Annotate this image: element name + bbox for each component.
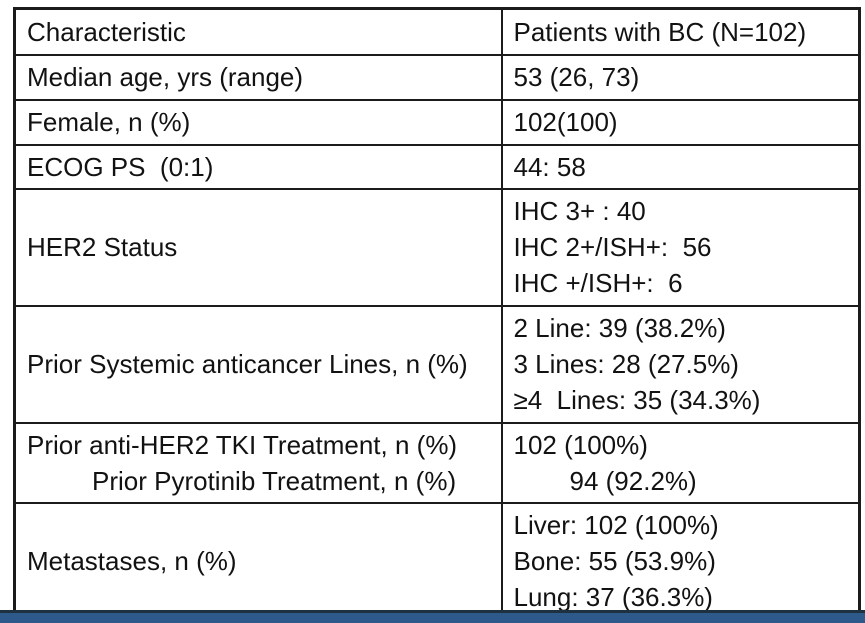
characteristic-label: Prior anti-HER2 TKI Treatment, n (%) <box>27 429 458 460</box>
value-text: 3 Lines: 28 (27.5%) <box>513 349 739 379</box>
row-ecog-ps: ECOG PS (0:1) 44: 58 <box>13 143 861 190</box>
value-cell: 102(100) <box>500 98 861 146</box>
characteristic-label: Female, n (%) <box>27 107 191 137</box>
value-text: Bone: 55 (53.9%) <box>513 545 716 576</box>
row-prior-systemic-lines: Prior Systemic anticancer Lines, n (%) 2… <box>13 304 861 424</box>
header-characteristic-cell: Characteristic <box>13 7 503 56</box>
value-text: IHC 3+ : 40 <box>513 196 646 226</box>
header-value-cell: Patients with BC (N=102) <box>500 7 861 56</box>
value-cell: IHC 3+ : 40 IHC 2+/ISH+: 56 IHC +/ISH+: … <box>500 187 861 307</box>
value-text: 102 (100%) <box>513 429 648 460</box>
value-text: IHC +/ISH+: 6 <box>513 268 683 298</box>
characteristic-sublabel: Prior Pyrotinib Treatment, n (%) <box>92 465 457 496</box>
characteristic-cell: ECOG PS (0:1) <box>13 143 503 190</box>
row-metastases: Metastases, n (%) Liver: 102 (100%) Bone… <box>13 501 861 620</box>
value-cell: 102 (100%) 94 (92.2%) <box>500 421 861 504</box>
value-subtext: 94 (92.2%) <box>569 465 697 496</box>
characteristic-cell: Prior anti-HER2 TKI Treatment, n (%) Pri… <box>13 421 503 504</box>
value-cell: 44: 58 <box>500 143 861 190</box>
value-text: 44: 58 <box>513 151 586 182</box>
header-row: Characteristic Patients with BC (N=102) <box>13 7 861 56</box>
value-text: ≥4 Lines: 35 (34.3%) <box>513 385 761 415</box>
slide-bottom-accent-bar <box>0 610 865 623</box>
row-median-age: Median age, yrs (range) 53 (26, 73) <box>13 53 861 101</box>
value-text: 53 (26, 73) <box>513 62 640 92</box>
characteristic-label: HER2 Status <box>27 232 178 262</box>
patient-characteristics-table: Characteristic Patients with BC (N=102) … <box>13 7 861 621</box>
characteristic-label: Median age, yrs (range) <box>27 62 304 92</box>
value-text: Lung: 37 (36.3%) <box>513 581 713 612</box>
characteristic-label: Metastases, n (%) <box>27 545 237 576</box>
characteristic-cell: HER2 Status <box>13 187 503 307</box>
row-female: Female, n (%) 102(100) <box>13 98 861 146</box>
characteristic-cell: Prior Systemic anticancer Lines, n (%) <box>13 304 503 424</box>
row-her2-status: HER2 Status IHC 3+ : 40 IHC 2+/ISH+: 56 … <box>13 187 861 307</box>
value-text: 102(100) <box>513 107 618 137</box>
row-prior-tki-treatment: Prior anti-HER2 TKI Treatment, n (%) Pri… <box>13 421 861 504</box>
header-value-label: Patients with BC (N=102) <box>513 16 807 47</box>
patient-characteristics-table-wrap: Characteristic Patients with BC (N=102) … <box>13 7 861 621</box>
value-cell: 53 (26, 73) <box>500 53 861 101</box>
value-text: 2 Line: 39 (38.2%) <box>513 313 726 343</box>
value-cell: 2 Line: 39 (38.2%) 3 Lines: 28 (27.5%) ≥… <box>500 304 861 424</box>
characteristic-label: Prior Systemic anticancer Lines, n (%) <box>27 349 468 379</box>
header-characteristic-label: Characteristic <box>27 16 186 47</box>
value-text: Liver: 102 (100%) <box>513 509 719 540</box>
characteristic-cell: Metastases, n (%) <box>13 501 503 620</box>
value-cell: Liver: 102 (100%) Bone: 55 (53.9%) Lung:… <box>500 501 861 620</box>
characteristic-cell: Female, n (%) <box>13 98 503 146</box>
characteristic-cell: Median age, yrs (range) <box>13 53 503 101</box>
characteristic-label: ECOG PS (0:1) <box>27 151 214 182</box>
value-text: IHC 2+/ISH+: 56 <box>513 232 712 262</box>
